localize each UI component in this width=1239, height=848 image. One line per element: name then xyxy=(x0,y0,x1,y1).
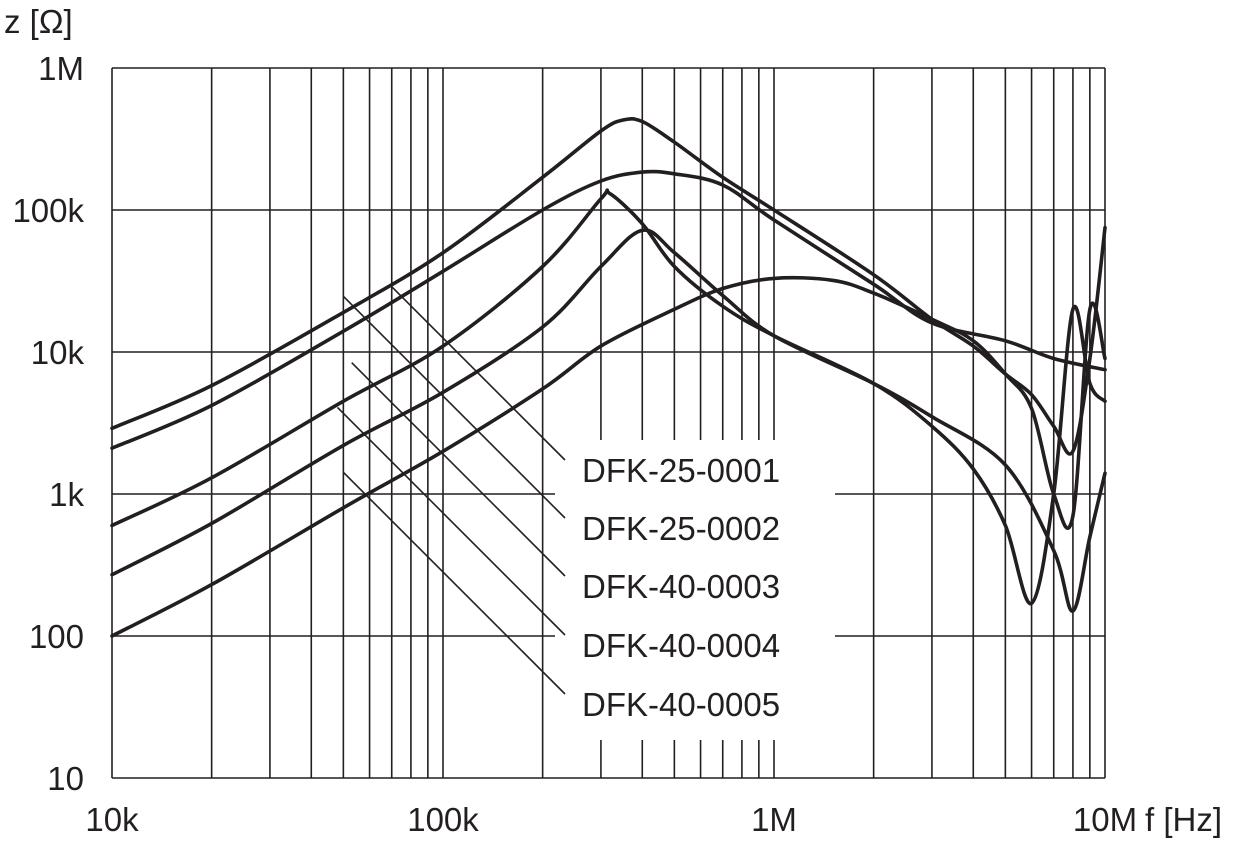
leader-line xyxy=(336,406,566,636)
x-tick-label: 10k xyxy=(85,801,139,838)
x-tick-label: 10M xyxy=(1073,801,1137,838)
tick-labels: 10 100 1k 10k 100k 1M 10k 100k 1M 10M xyxy=(12,50,1137,838)
y-tick-label: 100k xyxy=(12,192,84,229)
grid-lines xyxy=(111,67,1106,779)
series-curve-1 xyxy=(110,117,1107,456)
y-tick-label: 10k xyxy=(31,334,85,371)
series-label: DFK-40-0003 xyxy=(582,568,780,605)
series-label: DFK-40-0004 xyxy=(582,627,780,664)
x-tick-label: 1M xyxy=(751,801,797,838)
series-labels: DFK-25-0001 DFK-25-0002 DFK-40-0003 DFK-40-… xyxy=(582,452,780,723)
leader-line xyxy=(342,295,566,519)
y-tick-label: 100 xyxy=(29,618,84,655)
series-label: DFK-25-0001 xyxy=(582,452,780,489)
leader-line xyxy=(391,286,566,461)
y-tick-label: 1k xyxy=(49,476,84,513)
leader-line xyxy=(351,362,566,577)
series-curve-4 xyxy=(110,228,1107,613)
x-tick-label: 100k xyxy=(407,801,479,838)
series-label: DFK-25-0002 xyxy=(582,510,780,547)
y-tick-label: 1M xyxy=(38,50,84,87)
series-curves xyxy=(110,117,1107,638)
series-label: DFK-40-0005 xyxy=(582,686,780,723)
y-tick-label: 10 xyxy=(47,760,84,797)
y-axis-label: z [Ω] xyxy=(4,3,73,40)
series-curve-2 xyxy=(110,169,1107,450)
x-axis-label: f [Hz] xyxy=(1145,801,1222,838)
leader-line xyxy=(342,471,566,695)
series-curve-5 xyxy=(110,275,1107,638)
leader-lines xyxy=(336,286,566,695)
